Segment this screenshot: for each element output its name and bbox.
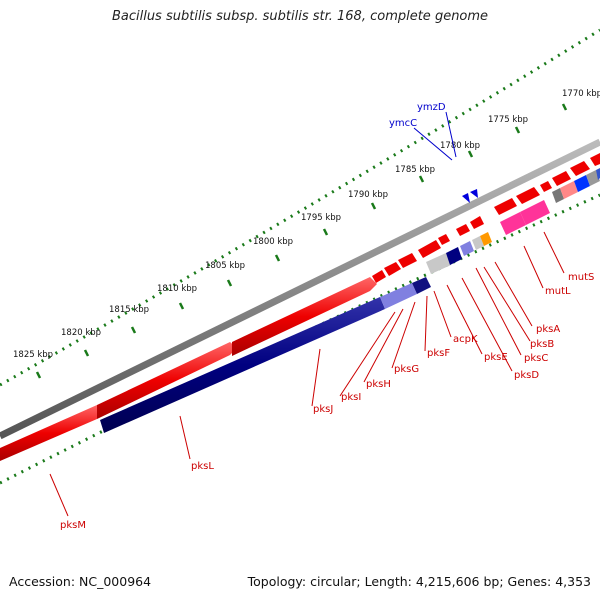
gene-acpK: [446, 247, 462, 265]
gene-small-5: [438, 234, 450, 245]
genome-stats-text: Topology: circular; Length: 4,215,606 bp…: [247, 574, 591, 589]
ruler-label: 1775 kbp: [488, 115, 528, 125]
gene-small-1: [372, 270, 386, 283]
ruler-label: 1825 kbp: [13, 350, 53, 360]
gene-label-pksF[interactable]: pksF: [427, 348, 450, 359]
ruler-label: 1800 kbp: [253, 237, 293, 247]
gene-small-10: [540, 181, 552, 192]
ruler-label: 1795 kbp: [301, 213, 341, 223]
genome-backbone: [0, 138, 600, 440]
label-connectors: [49, 111, 565, 517]
gene-small-6: [456, 224, 470, 236]
ruler-label: 1810 kbp: [157, 284, 197, 294]
gene-label-pksE[interactable]: pksE: [484, 352, 508, 363]
gene-label-pksC[interactable]: pksC: [524, 353, 548, 364]
gene-pksF-grey: [426, 253, 451, 274]
forward-strand: [0, 153, 600, 461]
gene-pksL-fwd: [97, 342, 237, 419]
ruler-label: 1815 kbp: [109, 305, 149, 315]
gene-blue-3: [596, 168, 600, 180]
gene-label-ymzD[interactable]: ymzD: [417, 102, 446, 113]
ruler-labels: 1770 kbp 1775 kbp 1780 kbp 1785 kbp 1790…: [13, 89, 600, 360]
gene-pksG: [412, 277, 431, 294]
ruler-label: 1770 kbp: [562, 89, 600, 99]
gene-label-pksB[interactable]: pksB: [530, 339, 554, 350]
gene-label-pksH[interactable]: pksH: [366, 379, 391, 390]
ruler-label: 1805 kbp: [205, 261, 245, 271]
gene-ymzD: [470, 189, 478, 198]
gene-label-pksJ[interactable]: pksJ: [313, 404, 333, 415]
gene-small-13: [590, 153, 600, 166]
gene-small-2: [384, 262, 401, 276]
ruler-label: 1820 kbp: [61, 328, 101, 338]
gene-label-pksD[interactable]: pksD: [514, 370, 539, 381]
gene-pksM: [0, 405, 97, 461]
gene-pksC: [480, 232, 492, 246]
gene-pksL-rev: [100, 297, 385, 433]
gene-label-ymcC[interactable]: ymcC: [389, 118, 417, 129]
gene-pksD: [472, 236, 484, 250]
gene-label-acpK[interactable]: acpK: [453, 334, 478, 345]
gene-label-pksA[interactable]: pksA: [536, 324, 560, 335]
gene-label-pksL[interactable]: pksL: [191, 461, 214, 472]
gene-label-pksI[interactable]: pksI: [341, 392, 361, 403]
gene-small-3: [398, 253, 417, 268]
ymc-genes: [462, 189, 478, 203]
gene-mutL-pink: [500, 212, 526, 235]
gene-small-7: [470, 216, 484, 229]
gene-pksJ-fwd: [232, 277, 377, 356]
ruler-label: 1785 kbp: [395, 165, 435, 175]
gene-small-8: [494, 198, 517, 215]
gene-pksE: [460, 241, 474, 256]
gene-small-4: [418, 240, 441, 258]
gene-labels: ymzD ymcC mutS mutL pksA pksB pksC pksD …: [60, 102, 594, 531]
accession-text: Accession: NC_000964: [9, 574, 152, 589]
gene-grey-3: [586, 170, 600, 186]
gene-ymcC: [462, 193, 470, 203]
gene-label-mutS[interactable]: mutS: [568, 272, 594, 283]
gene-label-pksM[interactable]: pksM: [60, 520, 86, 531]
outer-ruler-ticks: [35, 103, 568, 379]
gene-label-pksG[interactable]: pksG: [394, 364, 419, 375]
map-title: Bacillus subtilis subsp. subtilis str. 1…: [111, 9, 489, 24]
ruler-label: 1780 kbp: [440, 141, 480, 151]
gene-pksH-light: [380, 283, 417, 309]
reverse-strand: [100, 168, 600, 433]
gene-label-mutL[interactable]: mutL: [545, 286, 571, 297]
gene-small-9: [516, 187, 540, 204]
ruler-label: 1790 kbp: [348, 190, 388, 200]
gene-grey-2: [552, 188, 564, 203]
gene-mutS-pink: [520, 200, 550, 225]
gene-pink-2: [560, 181, 578, 199]
gene-small-12: [570, 161, 590, 176]
gene-blue-2: [574, 175, 590, 192]
gene-small-11: [552, 171, 571, 186]
